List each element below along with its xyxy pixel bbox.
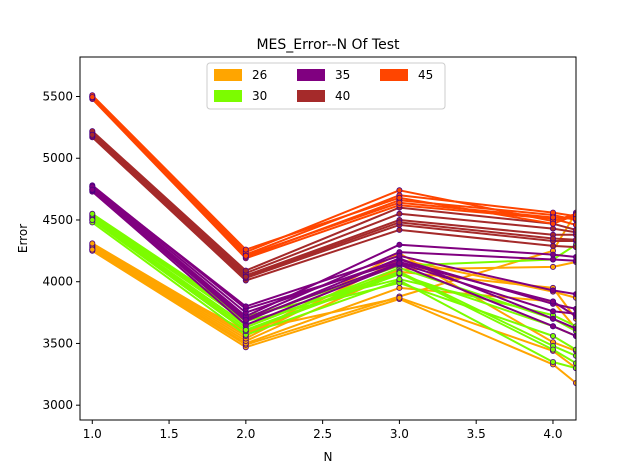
series-35-point: [573, 305, 576, 312]
y-axis: 3000 3500 4000 4500 5000 5500: [42, 90, 80, 412]
series-35-point: [550, 256, 557, 263]
series-35-point: [550, 308, 557, 315]
series-45-point: [573, 215, 576, 222]
series-30-point: [573, 352, 576, 359]
legend-label-26: 26: [252, 68, 267, 82]
series-30-point: [573, 360, 576, 367]
legend-label-45: 45: [418, 68, 433, 82]
series-30-point: [573, 365, 576, 372]
series-35-point: [396, 252, 403, 259]
y-axis-label: Error: [16, 224, 30, 253]
series-40-point: [573, 236, 576, 243]
series-40-point: [396, 210, 403, 217]
plot-frame: [79, 56, 577, 421]
y-tick-label: 5500: [42, 90, 73, 104]
plot-area: [89, 92, 576, 386]
legend-frame: [206, 62, 446, 110]
series-30-point: [396, 276, 403, 283]
x-tick-label: 3.0: [390, 427, 409, 441]
y-tick-label: 3000: [42, 398, 73, 412]
series-45-point: [396, 187, 403, 194]
y-tick-label: 4000: [42, 275, 73, 289]
legend-label-40: 40: [335, 89, 350, 103]
x-axis-label: N: [324, 450, 333, 464]
y-tick-label: 5000: [42, 151, 73, 165]
series-45-point: [573, 221, 576, 228]
series-35-point: [573, 325, 576, 332]
series-35-point: [573, 291, 576, 298]
series-35-point: [550, 323, 557, 330]
x-tick-label: 2.0: [236, 427, 255, 441]
chart-title: MES_Error--N Of Test: [256, 37, 400, 53]
series-45-point: [550, 214, 557, 221]
legend-label-35: 35: [335, 68, 350, 82]
x-tick-label: 4.0: [543, 427, 562, 441]
y-tick-label: 4500: [42, 213, 73, 227]
series-45-point: [550, 209, 557, 216]
x-tick-label: 1.5: [160, 427, 179, 441]
series-45-point: [242, 246, 249, 253]
series-40-point: [242, 273, 249, 280]
legend-swatch-26: [214, 69, 242, 81]
legend-label-30: 30: [252, 89, 267, 103]
series-35-point: [550, 287, 557, 294]
series-30-point: [396, 270, 403, 277]
series-40-point: [573, 244, 576, 251]
series-26-point: [550, 263, 557, 270]
series-35-point: [573, 310, 576, 317]
series-35-point: [550, 298, 557, 305]
series-40-point: [550, 242, 557, 249]
series-26-point: [573, 380, 576, 386]
series-35-point: [550, 315, 557, 322]
y-tick-label: 3500: [42, 336, 73, 350]
series-40-point: [550, 225, 557, 232]
series-40-point: [396, 219, 403, 226]
series-35-point: [573, 333, 576, 339]
series-30-point: [573, 346, 576, 353]
series-35-point: [242, 303, 249, 310]
series-30-point: [550, 346, 557, 353]
series-26-point: [396, 284, 403, 291]
series-26-point: [89, 240, 96, 247]
series-35: [89, 182, 576, 339]
series-30-point: [89, 210, 96, 217]
series-26-point: [89, 246, 96, 253]
series-30-point: [550, 332, 557, 339]
series-45-point: [89, 94, 96, 101]
series-40-point: [396, 226, 403, 233]
series-35-point: [396, 260, 403, 267]
x-tick-label: 1.0: [83, 427, 102, 441]
series-26-point: [396, 294, 403, 301]
series-30-point: [242, 326, 249, 333]
x-axis: 1.0 1.5 2.0 2.5 3.0 3.5 4.0: [83, 420, 563, 441]
series-45-point: [550, 220, 557, 227]
series-40-point: [573, 226, 576, 233]
series-45-point: [242, 252, 249, 259]
series-45: [89, 92, 576, 262]
series-30-point: [89, 216, 96, 223]
series-30-point: [550, 358, 557, 365]
legend-swatch-30: [214, 90, 242, 102]
series-35-point: [573, 254, 576, 260]
legend-swatch-45: [380, 69, 408, 81]
series-40-point: [242, 267, 249, 274]
legend-swatch-40: [297, 90, 325, 102]
series-35-point: [550, 251, 557, 258]
series-35-point: [89, 186, 96, 193]
legend-swatch-35: [297, 69, 325, 81]
series-40-point: [550, 235, 557, 242]
series-35-point: [242, 316, 249, 323]
series-40-point: [89, 131, 96, 138]
series-45-point: [396, 194, 403, 201]
x-tick-label: 3.5: [467, 427, 486, 441]
legend: 26 30 35 40 45: [206, 62, 446, 110]
series-45-point: [396, 199, 403, 206]
series-35-point: [396, 241, 403, 248]
x-tick-label: 2.5: [313, 427, 332, 441]
